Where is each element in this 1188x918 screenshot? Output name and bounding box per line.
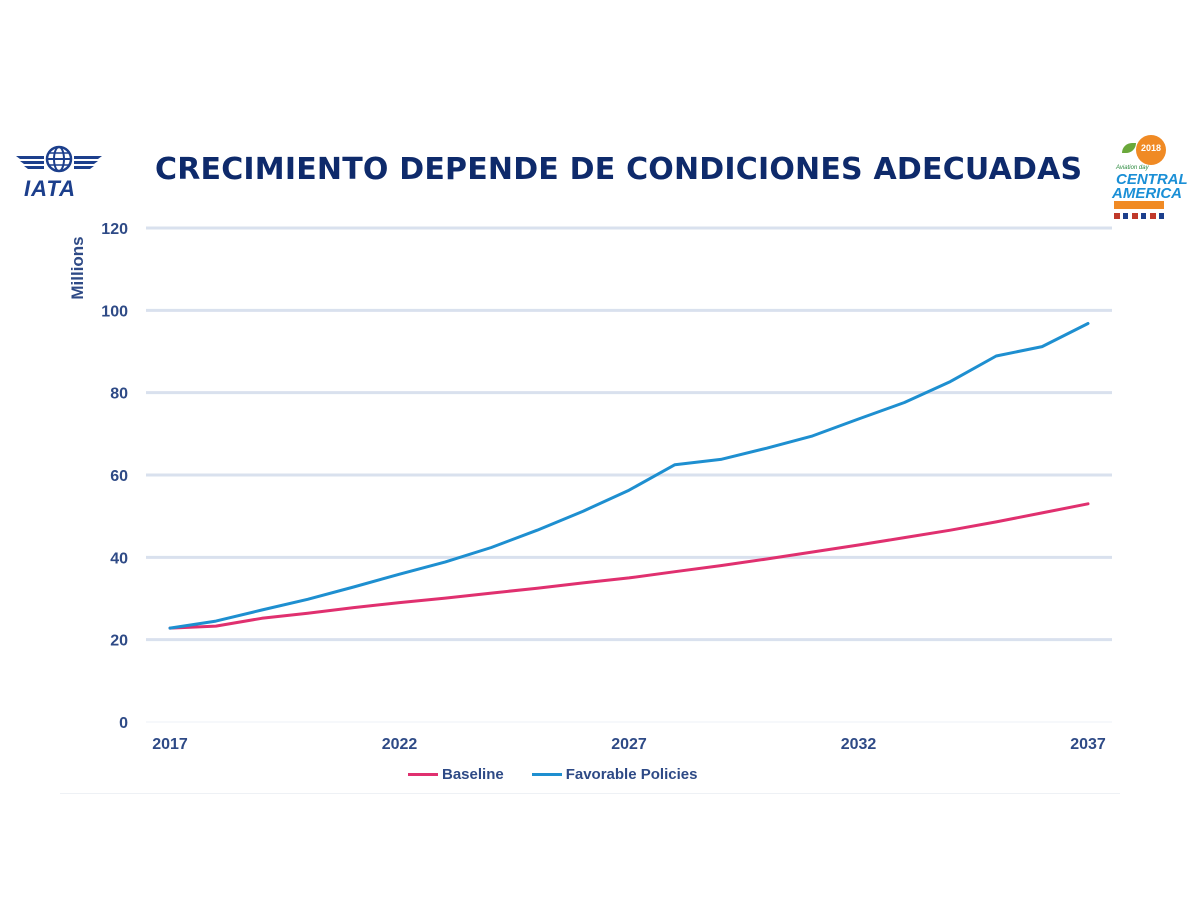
y-tick-labels: 0 20 40 60 80 100 120 [101,221,128,732]
legend-swatch-favorable [531,772,562,776]
legend-label-favorable: Favorable Policies [565,765,698,783]
series-lines [168,322,1090,630]
central-america-logo: 2018 Aviation day CENTRAL AMERICA [1110,135,1188,225]
series-line-baseline [168,502,1090,630]
y-tick-label: 0 [119,715,128,732]
legend-label-baseline: Baseline [442,765,504,783]
x-tick-label: 2022 [382,736,418,753]
year-badge: 2018 [1136,135,1166,165]
y-tick-label: 120 [101,221,128,238]
series-line-favorable [168,322,1090,630]
iata-logo: IATA [14,144,104,204]
x-tick-labels: 2017 2022 2027 2032 2037 [152,736,1106,753]
y-tick-label: 100 [101,303,128,320]
footer-divider [60,793,1120,794]
leaf-icon [1122,143,1136,153]
y-axis-label: Millions [68,236,87,299]
x-tick-label: 2032 [841,736,877,753]
logo-ribbon [1114,201,1164,209]
legend: Baseline Favorable Policies [408,764,725,784]
iata-logo-text: IATA [24,176,77,201]
y-tick-label: 20 [110,633,128,650]
page-title: CRECIMIENTO DEPENDE DE CONDICIONES ADECU… [155,152,1083,187]
y-tick-label: 60 [110,468,128,485]
legend-item-favorable: Favorable Policies [531,765,698,783]
legend-swatch-baseline [408,772,438,776]
sponsor-logos [1114,213,1168,219]
x-tick-label: 2017 [152,736,188,753]
globe-wings-icon [16,145,102,173]
x-tick-label: 2027 [611,736,647,753]
legend-item-baseline: Baseline [408,766,504,783]
logo-small-text: Aviation day [1116,165,1149,171]
logo-line1: CENTRAL [1116,171,1188,188]
x-tick-label: 2037 [1070,736,1106,753]
y-tick-label: 80 [110,386,128,403]
grid-lines [146,226,1112,723]
y-tick-label: 40 [110,550,128,567]
logo-line2: AMERICA [1112,185,1182,202]
